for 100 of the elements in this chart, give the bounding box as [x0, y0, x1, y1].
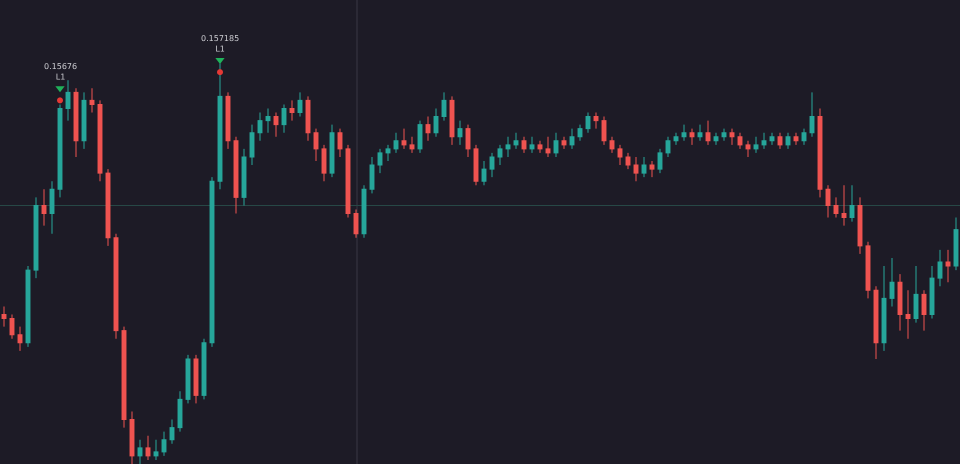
candlestick: [370, 156, 374, 194]
candlestick: [410, 136, 414, 154]
candlestick: [514, 132, 518, 150]
candlestick: [810, 92, 814, 138]
candlestick: [610, 136, 614, 154]
candlestick: [762, 132, 766, 150]
candlestick: [426, 116, 430, 142]
candlestick: [330, 124, 334, 178]
candlestick: [682, 124, 686, 142]
candlestick: [850, 184, 854, 222]
point: [57, 97, 63, 104]
candlestick: [802, 128, 806, 146]
candlestick: [434, 108, 438, 138]
candlestick: [898, 274, 902, 332]
candlestick: [442, 92, 446, 122]
candlestick: [170, 419, 174, 444]
candlestick: [490, 152, 494, 178]
candlestick: [618, 144, 622, 166]
candlestick: [226, 92, 230, 150]
candlestick: [530, 136, 534, 154]
candlestick: [954, 217, 958, 271]
candlestick: [82, 92, 86, 150]
candlestick: [698, 124, 702, 142]
candlestick: [378, 148, 382, 174]
candlestick: [554, 132, 558, 158]
candlestick: [818, 108, 822, 198]
candlestick: [498, 144, 502, 166]
candlestick: [450, 96, 454, 146]
candlestick: [770, 132, 774, 146]
annotation: 0.15676 L1: [44, 62, 78, 82]
candlestick: [930, 266, 934, 320]
candlestick: [250, 124, 254, 166]
candlestick: [826, 184, 830, 218]
candlestick: [322, 144, 326, 182]
candlestick: [546, 136, 550, 158]
candlestick: [578, 124, 582, 142]
candlestick: [890, 257, 894, 307]
candlestick: [594, 112, 598, 130]
candlestick: [58, 104, 62, 198]
candlestick: [282, 104, 286, 134]
candlestick: [738, 132, 742, 150]
candlestick: [562, 136, 566, 150]
candlestick: [258, 112, 262, 142]
candlestick: [402, 128, 406, 150]
candlestick: [98, 100, 102, 182]
candlestick: [122, 326, 126, 428]
candlestick: [210, 176, 214, 348]
candlestick: [506, 136, 510, 158]
candlestick: [242, 148, 246, 206]
candlestick: [386, 144, 390, 162]
candlestick: [938, 249, 942, 287]
candlestick: [298, 92, 302, 118]
candlestick: [138, 439, 142, 464]
candlestick: [186, 354, 190, 404]
candlestick: [42, 188, 46, 226]
candlestick: [338, 128, 342, 158]
candlestick: [202, 338, 206, 400]
candlestick: [874, 286, 878, 360]
candlestick: [642, 156, 646, 178]
candlestick: [2, 306, 6, 328]
candlestick: [538, 140, 542, 154]
candlestick: [922, 290, 926, 332]
candlestick: [658, 148, 662, 174]
text: 0.157185 L1: [201, 34, 240, 54]
candlestick: [314, 128, 318, 162]
candlestick: [858, 196, 862, 254]
candlestick: [354, 208, 358, 238]
candlestick: [706, 120, 710, 146]
candlestick: [690, 128, 694, 146]
candlestick: [834, 196, 838, 218]
candlestick: [306, 96, 310, 142]
candlestick: [522, 136, 526, 154]
candlestick: [466, 124, 470, 158]
candlestick: [234, 136, 238, 214]
candlestick: [162, 431, 166, 456]
candlestick: [666, 136, 670, 158]
candlestick: [626, 152, 630, 170]
candlestick: [778, 132, 782, 150]
candlestick: [906, 290, 910, 340]
candlestick: [474, 144, 478, 186]
candlestick: [914, 266, 918, 324]
candlestick: [290, 100, 294, 122]
candlestick: [586, 112, 590, 134]
candlestick: [730, 128, 734, 146]
candlestick: [866, 241, 870, 299]
candlestick: [882, 266, 886, 352]
candlestick: [178, 390, 182, 432]
candlestick: [418, 120, 422, 154]
candlestick: [842, 184, 846, 226]
candlestick: [66, 80, 70, 122]
candlestick: [18, 326, 22, 352]
candlestick: [794, 132, 798, 146]
candlestick: [458, 120, 462, 146]
candlestick: [146, 435, 150, 460]
candlestick: [394, 132, 398, 154]
candlestick: [482, 160, 486, 186]
candlestick: [194, 354, 198, 404]
candlestick: [106, 168, 110, 246]
candlestick: [746, 140, 750, 158]
candlestick: [602, 116, 606, 146]
